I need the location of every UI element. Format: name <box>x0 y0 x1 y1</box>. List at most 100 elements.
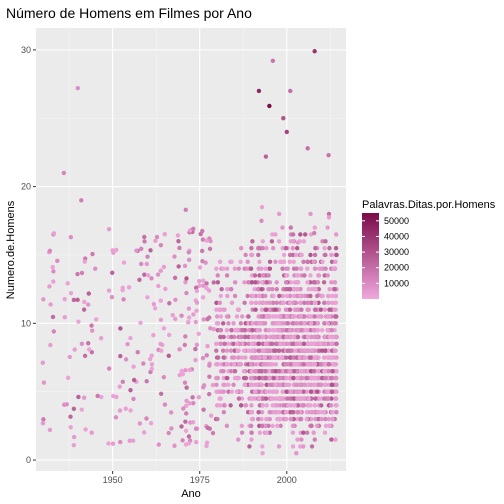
data-point <box>135 349 140 355</box>
data-point <box>323 239 328 244</box>
data-point <box>270 286 275 292</box>
data-point <box>322 430 328 435</box>
data-point <box>118 326 123 331</box>
data-point <box>315 389 320 394</box>
data-point <box>322 355 327 360</box>
data-point <box>267 314 273 319</box>
data-point <box>312 252 318 258</box>
data-point <box>89 328 95 333</box>
data-point <box>299 327 304 333</box>
data-point <box>264 300 270 306</box>
data-point <box>308 327 313 333</box>
data-point <box>261 334 266 340</box>
data-point <box>313 286 318 292</box>
data-point <box>323 314 328 319</box>
data-point <box>288 327 293 333</box>
data-point <box>65 375 71 381</box>
data-point <box>311 327 317 333</box>
data-point <box>253 293 259 299</box>
data-point <box>245 266 250 271</box>
data-point <box>239 334 244 340</box>
data-point <box>283 416 289 422</box>
data-point <box>259 307 265 312</box>
data-point <box>249 437 254 442</box>
x-tick-label: 2000 <box>277 475 297 485</box>
data-point <box>269 341 275 347</box>
data-point <box>249 341 255 347</box>
data-point <box>210 430 216 436</box>
data-point <box>313 300 318 306</box>
data-point <box>308 273 313 278</box>
data-point <box>295 403 301 408</box>
data-point <box>259 410 265 415</box>
data-point <box>288 389 293 394</box>
data-point <box>249 280 255 285</box>
data-point <box>158 268 163 273</box>
data-point <box>50 264 55 270</box>
data-point <box>177 245 182 251</box>
data-point <box>333 314 339 319</box>
data-point <box>207 374 212 379</box>
data-point <box>197 283 202 288</box>
data-point <box>249 368 254 374</box>
data-point <box>234 314 240 319</box>
data-point <box>87 347 92 352</box>
data-point <box>253 382 259 388</box>
data-point <box>68 291 74 296</box>
data-point <box>296 280 301 285</box>
data-point <box>308 293 313 299</box>
data-point <box>323 416 328 422</box>
data-point <box>313 396 318 401</box>
data-point <box>229 334 234 340</box>
data-point <box>239 389 244 394</box>
data-point <box>255 327 261 333</box>
data-point <box>263 396 269 401</box>
data-point <box>302 334 308 340</box>
data-point <box>71 406 77 412</box>
data-point <box>201 317 206 322</box>
data-point <box>273 382 278 388</box>
data-point <box>191 226 196 232</box>
data-point <box>179 313 184 318</box>
data-point <box>218 341 223 347</box>
data-point <box>330 293 335 299</box>
legend-ticks: 10000 20000 30000 40000 50000 <box>362 216 409 288</box>
data-point <box>281 259 286 265</box>
data-point <box>106 288 112 293</box>
data-point <box>183 279 188 285</box>
data-point <box>287 300 293 306</box>
data-point <box>220 368 226 374</box>
data-point <box>284 375 290 381</box>
data-point <box>297 382 303 388</box>
data-point <box>173 316 178 322</box>
data-point <box>236 437 241 442</box>
data-point <box>270 327 276 333</box>
data-point <box>197 279 202 284</box>
data-point <box>298 321 303 326</box>
data-point <box>295 362 300 367</box>
data-point <box>156 283 161 289</box>
data-point <box>266 273 271 278</box>
data-point <box>125 342 130 347</box>
data-point <box>194 342 200 347</box>
data-point <box>161 326 167 331</box>
data-point <box>301 444 306 449</box>
data-point <box>142 239 147 244</box>
data-point <box>147 356 153 362</box>
data-point <box>322 273 327 278</box>
data-point <box>250 239 255 244</box>
data-point <box>295 437 300 442</box>
data-point <box>55 258 60 264</box>
data-point <box>309 286 315 292</box>
data-point <box>196 394 202 400</box>
data-point <box>319 266 324 271</box>
data-point <box>201 278 206 283</box>
data-point <box>260 348 266 353</box>
data-point <box>334 368 339 374</box>
data-point <box>231 321 236 326</box>
data-point <box>218 396 223 401</box>
data-point <box>294 245 300 251</box>
data-point <box>277 410 282 415</box>
data-point <box>51 269 56 274</box>
